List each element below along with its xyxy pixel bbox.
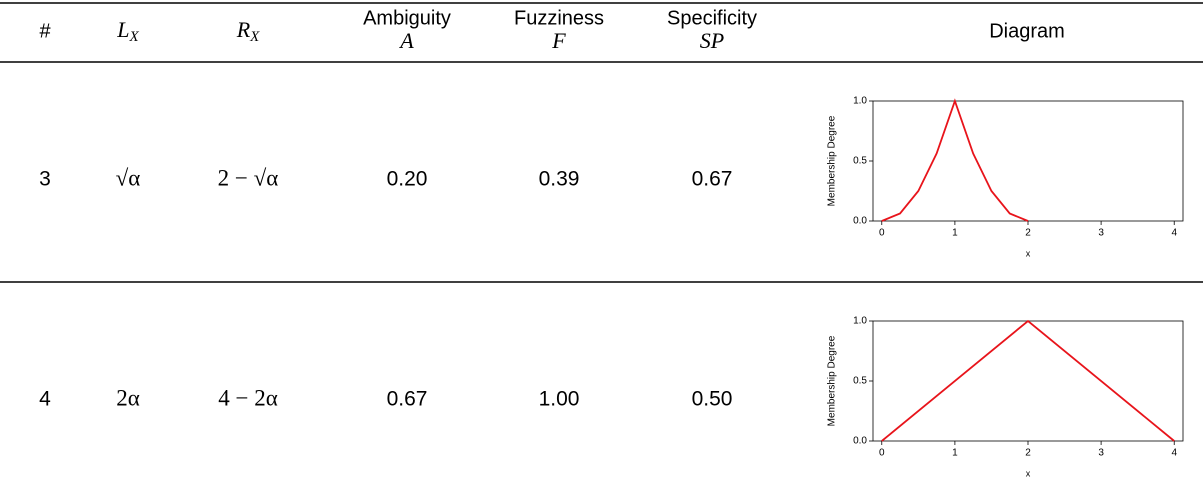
y-tick-label: 0.0: [853, 216, 867, 227]
x-tick-label: 2: [1025, 228, 1031, 239]
header-subscript: X: [249, 29, 260, 45]
header-cell: Diagram: [989, 20, 1065, 42]
header-cell: Ambiguity: [363, 7, 451, 29]
table-cell: √α: [116, 165, 141, 190]
x-axis-label: x: [1026, 248, 1031, 258]
table-cell: 0.67: [387, 388, 428, 411]
x-tick-label: 3: [1098, 448, 1104, 459]
header-symbol: L: [116, 17, 129, 42]
table-cell: 0.67: [692, 168, 733, 191]
y-tick-label: 1.0: [853, 96, 867, 107]
header-symbol: A: [398, 28, 414, 53]
header-symbol: R: [236, 17, 251, 42]
table-cell: 0.50: [692, 388, 733, 411]
diagram: 0 1 2 3 4 0.0 0.5 1.0 x Membership Degree: [827, 316, 1184, 478]
header-cell: RX: [236, 17, 260, 45]
x-tick-label: 3: [1098, 228, 1104, 239]
header-symbol: SP: [700, 28, 724, 53]
y-axis-label: Membership Degree: [827, 115, 838, 206]
plot-frame: [872, 100, 1184, 222]
y-tick-label: 0.5: [853, 376, 867, 387]
table-cell: 3: [39, 168, 51, 191]
x-tick-label: 1: [952, 228, 958, 239]
header-subscript: X: [129, 29, 140, 45]
diagram: 0 1 2 3 4 0.0 0.5 1.0 x Membership Degree: [827, 96, 1184, 258]
table-cell: 4: [39, 388, 51, 411]
table-cell: 1.00: [539, 388, 580, 411]
header-cell: #: [39, 20, 51, 42]
x-tick-label: 4: [1171, 448, 1177, 459]
membership-line: [881, 319, 1175, 442]
table-cell: 4 − 2α: [218, 385, 278, 410]
header-symbol: F: [551, 28, 566, 53]
y-axis-label: Membership Degree: [827, 335, 838, 426]
x-tick-label: 4: [1171, 228, 1177, 239]
header-cell: LX: [116, 17, 139, 45]
table-cell: 2α: [116, 385, 140, 410]
header-cell: Fuzziness: [514, 7, 604, 29]
x-axis-label: x: [1026, 468, 1031, 478]
membership-line: [881, 98, 1029, 222]
y-tick-label: 0.5: [853, 156, 867, 167]
x-tick-label: 0: [879, 228, 885, 239]
x-tick-label: 2: [1025, 448, 1031, 459]
plot-frame: [872, 320, 1184, 442]
y-tick-label: 0.0: [853, 436, 867, 447]
x-tick-label: 0: [879, 448, 885, 459]
x-tick-label: 1: [952, 448, 958, 459]
table-cell: 0.20: [387, 168, 428, 191]
header-cell: Specificity: [667, 7, 757, 29]
table-cell: 0.39: [539, 168, 580, 191]
y-tick-label: 1.0: [853, 316, 867, 327]
table-cell: 2 − √α: [218, 165, 279, 190]
